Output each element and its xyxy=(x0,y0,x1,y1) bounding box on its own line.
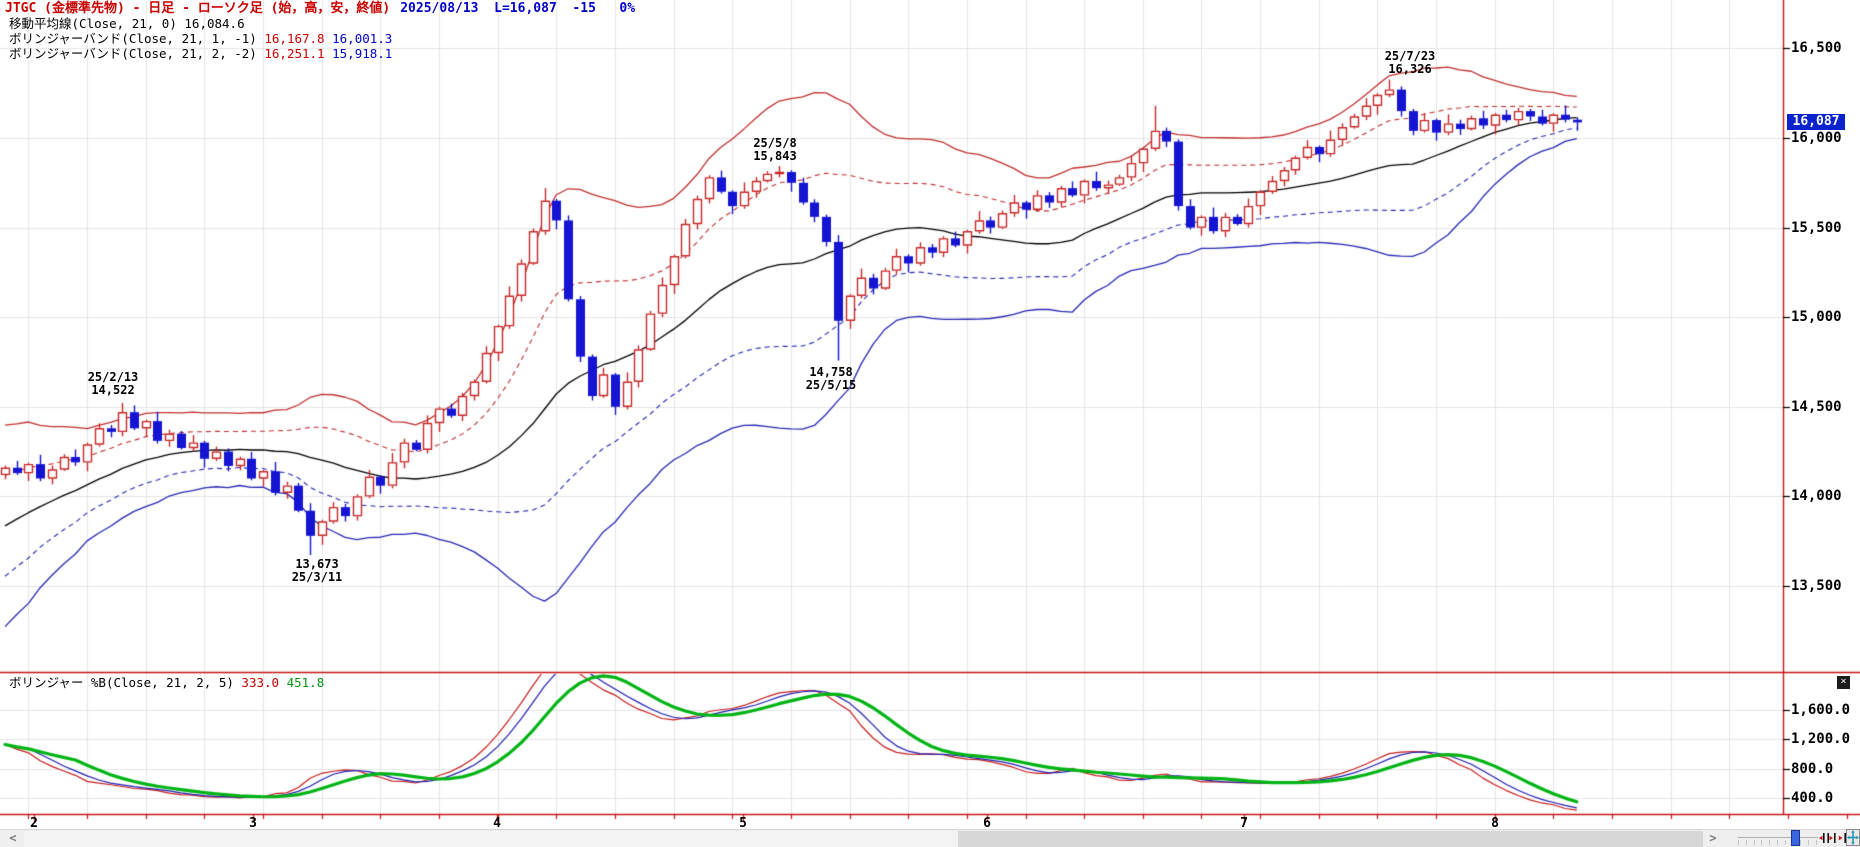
legend-bb1: ボリンジャーバンド(Close, 21, 1, -1) 16,167.8 16,… xyxy=(9,31,393,46)
swing-annotation: 13,673 25/3/11 xyxy=(292,558,343,584)
zoom-slider-tick xyxy=(1738,840,1739,845)
sub-y-axis-label: 1,600.0 xyxy=(1791,701,1851,718)
zoom-slider-ticks xyxy=(1738,840,1818,846)
zoom-slider-tick xyxy=(1777,840,1778,845)
zoom-slider-tick xyxy=(1761,840,1763,845)
annotation-line: 25/7/23 xyxy=(1384,49,1436,63)
annotation-line: 16,326 xyxy=(1388,62,1432,76)
y-axis-label: 16,500 xyxy=(1791,40,1842,57)
fit-view-button[interactable] xyxy=(1846,829,1860,846)
x-axis-month-label: 5 xyxy=(739,816,747,831)
x-axis-month-label: 7 xyxy=(1240,816,1248,831)
y-axis-label: 15,000 xyxy=(1791,309,1842,326)
widen-bars-button[interactable] xyxy=(1833,830,1847,846)
legend-ma: 移動平均線(Close, 21, 0) 16,084.6 xyxy=(9,16,245,31)
scroll-left-arrow[interactable]: < xyxy=(9,831,17,845)
x-axis-month-label: 3 xyxy=(249,816,257,831)
y-axis-label: 14,000 xyxy=(1791,488,1842,505)
zoom-slider-tick xyxy=(1808,840,1810,845)
x-axis-month-label: 6 xyxy=(983,816,991,831)
zoom-slider-tick xyxy=(1800,840,1802,845)
sub-panel-close-button[interactable]: × xyxy=(1837,676,1850,689)
y-axis-label: 13,500 xyxy=(1791,578,1842,594)
annotation-line: 14,522 xyxy=(91,383,135,397)
narrow-bars-button[interactable] xyxy=(1819,830,1833,846)
horizontal-scrollbar: < > xyxy=(0,829,1860,847)
zoom-slider-thumb[interactable] xyxy=(1791,830,1800,846)
scrollbar-thumb[interactable] xyxy=(958,831,1703,847)
annotation-line: 15,843 xyxy=(753,149,797,163)
swing-annotation: 25/2/13 14,522 xyxy=(88,371,139,397)
last-price-badge: 16,087 xyxy=(1787,114,1845,130)
move-cross-icon xyxy=(1847,830,1859,845)
zoom-slider-tick xyxy=(1745,840,1747,845)
swing-annotation: 25/7/23 16,326 xyxy=(1385,50,1436,76)
annotation-line: 14,758 xyxy=(809,365,853,379)
sub-y-axis-label: 800.0 xyxy=(1791,760,1834,777)
instrument-title: JTGC (金標準先物) - 日足 - ローソク足 (始，高，安，終値) xyxy=(5,1,391,16)
zoom-slider-tick xyxy=(1753,840,1755,845)
session-quote: 2025/08/13 L=16,087 -15 0% xyxy=(400,1,636,16)
scroll-right-arrow[interactable]: > xyxy=(1709,831,1717,845)
x-axis-month-label: 2 xyxy=(30,816,38,831)
y-axis-label: 14,500 xyxy=(1791,398,1842,415)
annotation-line: 25/5/15 xyxy=(805,378,857,392)
y-axis-label: 15,500 xyxy=(1791,219,1842,236)
sub-y-axis-label: 400.0 xyxy=(1791,790,1834,806)
annotation-line: 25/2/13 xyxy=(87,370,139,384)
annotation-line: 25/3/11 xyxy=(291,570,343,584)
swing-annotation: 14,758 25/5/15 xyxy=(806,366,857,392)
zoom-slider-track[interactable] xyxy=(1738,837,1818,838)
y-axis-label: 16,000 xyxy=(1791,130,1842,146)
zoom-slider-tick xyxy=(1784,840,1786,845)
annotation-line: 13,673 xyxy=(295,557,339,571)
legend-bb2: ボリンジャーバンド(Close, 21, 2, -2) 16,251.1 15,… xyxy=(9,46,393,61)
zoom-slider-tick xyxy=(1816,840,1817,845)
annotation-line: 25/5/8 xyxy=(753,136,797,150)
chart-title: JTGC (金標準先物) - 日足 - ローソク足 (始，高，安，終値) 2025… xyxy=(5,1,636,17)
legend-sub-indicator: ボリンジャー %B(Close, 21, 2, 5) 333.0 451.8 xyxy=(9,675,325,690)
x-axis-month-label: 4 xyxy=(493,816,501,831)
zoom-slider-tick xyxy=(1769,840,1771,845)
sub-y-axis-label: 1,200.0 xyxy=(1791,731,1851,747)
swing-annotation: 25/5/8 15,843 xyxy=(753,137,796,163)
x-axis-month-label: 8 xyxy=(1491,816,1499,831)
